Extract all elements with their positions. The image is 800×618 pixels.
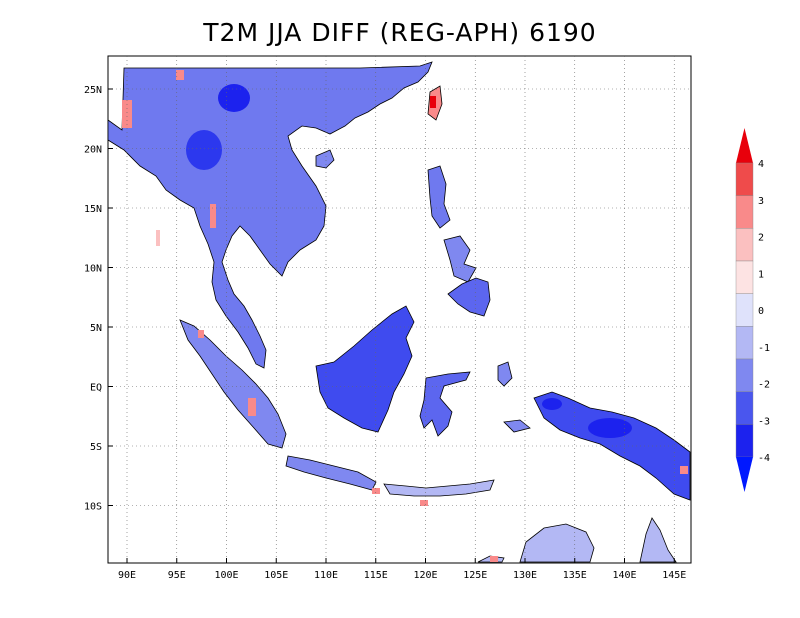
lat-tick-label: 15N xyxy=(84,204,102,215)
colorbar-band xyxy=(735,358,754,392)
landmass-visayas xyxy=(443,235,477,283)
colorbar-label: 3 xyxy=(758,196,764,207)
colorbar-label: -4 xyxy=(758,453,770,464)
colorbar-top-arrow xyxy=(736,128,753,163)
landmass-sulawesi xyxy=(419,371,471,437)
landmass-borneo xyxy=(315,305,415,433)
lon-tick-label: 135E xyxy=(563,570,587,581)
landmass-luzon xyxy=(427,165,451,229)
colorbar-label: -1 xyxy=(758,343,770,354)
lon-tick-label: 140E xyxy=(612,570,636,581)
lon-tick-label: 130E xyxy=(513,570,537,581)
lon-tick-label: 95E xyxy=(168,570,186,581)
lon-tick-label: 90E xyxy=(118,570,136,581)
lon-tick-label: 120E xyxy=(413,570,437,581)
map-title: T2M JJA DIFF (REG-APH) 6190 xyxy=(203,18,597,47)
lon-tick-label: 110E xyxy=(314,570,338,581)
warm-anomaly-spots xyxy=(122,70,688,562)
gridlines xyxy=(108,56,691,563)
lon-tick-label: 105E xyxy=(264,570,288,581)
colorbar-band xyxy=(735,195,754,229)
colorbar-band xyxy=(735,326,754,360)
lat-tick-label: 10N xyxy=(84,264,102,275)
lon-tick-label: 145E xyxy=(662,570,686,581)
colorbar-label: 2 xyxy=(758,233,764,244)
latitude-axis: 25N 20N 15N 10N 5N EQ 5S 10S xyxy=(84,85,113,513)
lat-tick-label: 10S xyxy=(84,502,102,513)
colorbar-band xyxy=(735,162,754,196)
landmass-lesser-sunda xyxy=(383,479,495,497)
landmass-halmahera xyxy=(497,361,513,387)
longitude-axis: 90E 95E 100E 105E 110E 115E 120E 125E 130E 135E 14… xyxy=(118,558,686,581)
lat-tick-label: 25N xyxy=(84,85,102,96)
landmass-hainan xyxy=(315,149,335,169)
landmass-mindanao xyxy=(447,277,491,317)
landmass-indochina xyxy=(107,61,433,369)
lon-tick-label: 100E xyxy=(214,570,238,581)
lat-tick-label: 5N xyxy=(90,323,102,334)
landmass-sumatra xyxy=(179,319,287,449)
colorbar-label: -3 xyxy=(758,416,770,427)
landmass-north-australia xyxy=(519,523,595,563)
colorbar-band xyxy=(735,424,754,458)
colorbar-bottom-arrow xyxy=(736,457,753,492)
colorbar-band xyxy=(735,293,754,327)
colorbar-label: 1 xyxy=(758,269,764,280)
colorbar-label: -2 xyxy=(758,380,770,391)
landmass-seram xyxy=(503,419,531,433)
lon-tick-label: 115E xyxy=(364,570,388,581)
colorbar: 4 3 2 1 0 -1 -2 -3 -4 xyxy=(735,128,770,492)
colorbar-band xyxy=(735,391,754,425)
colorbar-band xyxy=(735,228,754,262)
lat-tick-label: EQ xyxy=(90,383,102,394)
lon-tick-label: 125E xyxy=(463,570,487,581)
landmass-cape-york xyxy=(639,517,677,563)
lat-tick-label: 5S xyxy=(90,442,102,453)
colorbar-label: 0 xyxy=(758,306,764,317)
colorbar-label: 4 xyxy=(758,159,764,170)
lat-tick-label: 20N xyxy=(84,145,102,156)
colorbar-band xyxy=(735,260,754,294)
cold-anomaly-spots xyxy=(186,84,632,438)
